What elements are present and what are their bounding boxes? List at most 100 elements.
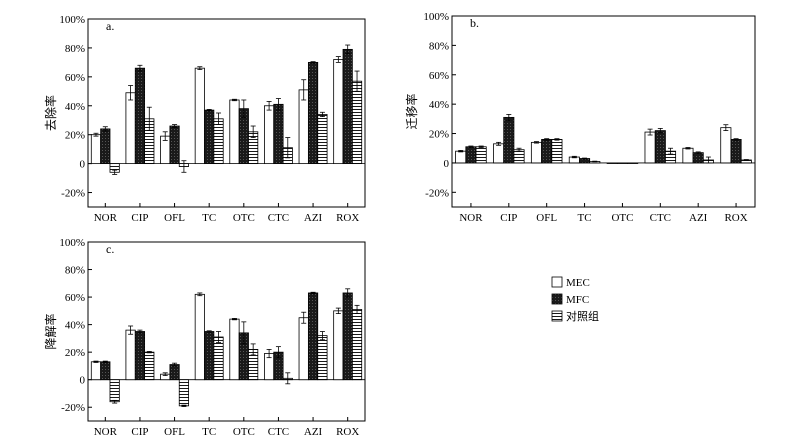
y-tick-label: 40% [65,101,85,113]
bar-mfc-rox [730,139,742,164]
bar-mec-azi [682,147,694,164]
x-tick-label-tc: TC [202,426,216,438]
bar-mec-nor [90,361,102,381]
y-axis-label: 去除率 [43,95,58,131]
y-tick-label: 80% [429,40,449,52]
bar-mfc-azi [307,292,319,381]
panel-c-chart: -20% 0 20% 40% 60% 80% 100% 降解率 c. NOR CIP OFL TC OTC… [43,237,366,438]
legend-label-mfc: MFC [566,294,589,306]
x-tick-label-ctc: CTC [650,212,671,224]
bar-control-ofl [178,379,189,407]
y-tick-label: -20% [425,187,449,199]
y-tick-label: 100% [59,14,85,26]
bar-mfc-cip [134,331,146,381]
plot-frame [87,241,366,422]
panel-b-chart: -20% 0 20% 40% 60% 80% 100% 迁移率 b. NOR CIP OFL TC OTC… [404,11,756,224]
x-tick-label-otc: OTC [611,212,633,224]
legend-swatch-control [551,310,563,322]
panel-label: a. [106,19,114,33]
bar-mec-cip [125,92,136,165]
bar-mfc-cip [134,67,146,165]
y-tick-label: 0 [80,375,86,387]
y-axis-label: 迁移率 [404,93,419,129]
y-tick-label: -20% [61,402,85,414]
x-tick-label-rox: ROX [336,426,359,438]
y-tick-label: 80% [65,265,85,277]
x-tick-label-ofl: OFL [536,212,557,224]
y-tick-label: 20% [65,347,85,359]
bar-mec-nor [455,150,467,164]
y-tick-label: 60% [65,72,85,84]
bar-mfc-nor [100,128,111,165]
legend-label-mec: MEC [566,277,590,289]
bar-mfc-nor [465,146,477,164]
panel-a-chart: -20% 0 20% 40% 60% 80% 100% 去除率 a. NOR CIP OFL TC OTC… [43,14,366,224]
x-tick-label-ctc: CTC [268,426,289,438]
x-tick-label-nor: NOR [459,212,483,224]
y-tick-label: 60% [429,70,449,82]
plot-frame [451,15,756,208]
bar-mfc-tc [204,109,215,165]
bar-mec-cip [493,143,505,164]
bar-mec-rox [720,127,732,164]
y-tick-label: 60% [65,292,85,304]
bar-mec-ctc [264,105,275,165]
legend: MEC MFC 对照组 [551,276,599,323]
bar-mec-nor [90,134,102,165]
y-tick-label: 100% [423,11,449,23]
x-tick-label-tc: TC [578,212,592,224]
bar-control-rox [351,309,363,381]
bar-mec-otc [229,99,240,165]
bar-mec-azi [298,317,309,381]
bar-mfc-ofl [169,364,180,381]
bar-control-cip [513,149,525,164]
y-tick-label: 20% [65,130,85,142]
bar-mec-tc [194,293,205,381]
y-tick-label: 0 [444,158,450,170]
legend-swatch-mec [551,276,563,288]
bar-control-azi [317,335,328,381]
x-tick-label-cip: CIP [131,426,148,438]
x-tick-label-azi: AZI [689,212,708,224]
bar-mfc-ofl [169,125,180,165]
bar-mfc-rox [342,48,353,165]
y-tick-label: 40% [429,99,449,111]
x-tick-label-cip: CIP [500,212,517,224]
bar-mfc-ctc [654,130,666,164]
bar-mfc-ctc [273,103,284,165]
bar-control-nor [475,146,487,164]
plot-frame [87,18,366,208]
bar-control-tc [213,118,224,165]
bar-mec-ofl [530,141,542,164]
bar-mfc-ofl [541,139,553,164]
bar-mec-rox [333,59,344,165]
panel-label: c. [106,242,114,256]
bar-mfc-azi [307,61,319,165]
y-tick-label: 40% [65,320,85,332]
bar-mfc-otc [616,162,628,164]
x-tick-label-azi: AZI [304,212,323,224]
x-tick-label-rox: ROX [724,212,747,224]
x-tick-label-ctc: CTC [268,212,289,224]
bar-control-otc [627,162,639,164]
bar-mec-rox [333,310,344,381]
x-tick-label-ofl: OFL [164,426,185,438]
bar-mec-tc [194,67,205,165]
bar-mfc-rox [342,292,353,381]
x-tick-label-rox: ROX [336,212,359,224]
y-tick-label: -20% [61,188,85,200]
bar-mfc-nor [100,361,111,381]
bar-control-tc [213,336,224,381]
x-tick-label-otc: OTC [233,212,255,224]
y-tick-label: 20% [429,129,449,141]
bar-mec-ctc [644,131,656,164]
y-tick-label: 80% [65,43,85,55]
y-axis-label: 降解率 [43,313,58,349]
x-tick-label-otc: OTC [233,426,255,438]
y-tick-label: 100% [59,237,85,249]
x-tick-label-azi: AZI [304,426,323,438]
panel-label: b. [470,16,479,30]
bar-control-cip [144,351,155,381]
y-tick-label: 0 [80,159,86,171]
